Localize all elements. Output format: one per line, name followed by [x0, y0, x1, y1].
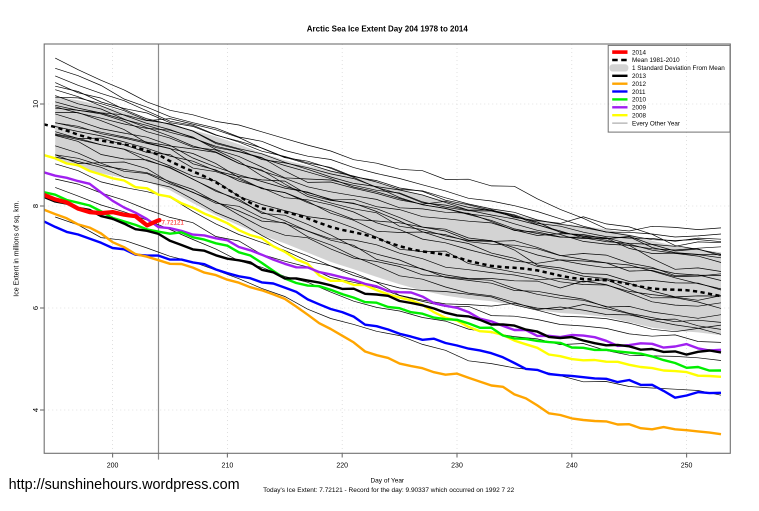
svg-text:10: 10 — [31, 100, 40, 108]
svg-text:2010: 2010 — [632, 97, 647, 104]
svg-text:2008: 2008 — [632, 112, 647, 119]
svg-text:Every Other Year: Every Other Year — [632, 120, 680, 127]
svg-text:200: 200 — [107, 463, 119, 470]
svg-text:220: 220 — [336, 463, 348, 470]
svg-text:4: 4 — [31, 408, 40, 412]
svg-text:8: 8 — [31, 204, 40, 208]
svg-text:240: 240 — [566, 463, 578, 470]
svg-text:Day of Year: Day of Year — [370, 478, 404, 485]
svg-text:http://sunshinehours.wordpress: http://sunshinehours.wordpress.com — [9, 477, 240, 493]
svg-text:1 Standard Deviation From Mean: 1 Standard Deviation From Mean — [632, 65, 725, 72]
svg-text:210: 210 — [222, 463, 234, 470]
svg-text:Today's Ice Extent: 7.72121 -: Today's Ice Extent: 7.72121 - Record for… — [263, 488, 515, 494]
svg-text:6: 6 — [31, 306, 40, 310]
svg-text:250: 250 — [681, 463, 693, 470]
svg-text:Mean 1981-2010: Mean 1981-2010 — [632, 57, 680, 64]
svg-text:7.72121: 7.72121 — [162, 219, 185, 226]
svg-text:Ice Extent in millions of sq.: Ice Extent in millions of sq. km. — [14, 201, 21, 297]
svg-text:2014: 2014 — [632, 49, 647, 56]
svg-text:2011: 2011 — [632, 89, 646, 96]
svg-text:2012: 2012 — [632, 81, 647, 88]
svg-text:2009: 2009 — [632, 105, 647, 112]
svg-text:230: 230 — [451, 463, 463, 470]
svg-text:Arctic Sea Ice Extent Day 204: Arctic Sea Ice Extent Day 204 1978 to 20… — [307, 23, 468, 33]
svg-text:2013: 2013 — [632, 73, 647, 80]
